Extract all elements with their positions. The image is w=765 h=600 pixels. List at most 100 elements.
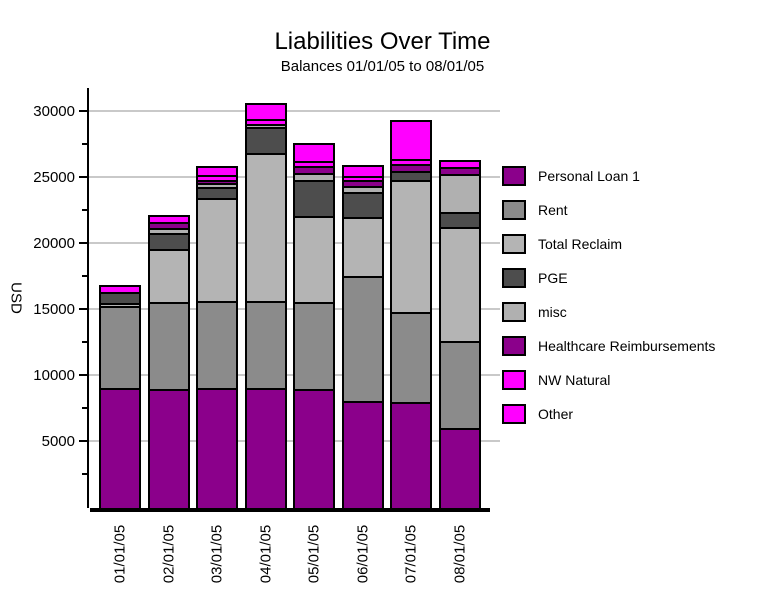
legend-item-rent: Rent: [502, 200, 715, 220]
y-tick-label: 30000: [33, 103, 75, 120]
legend-item-pge: PGE: [502, 268, 715, 288]
legend-swatch: [502, 234, 526, 254]
y-major-tick: [79, 110, 88, 112]
legend-item-healthcare-reimbursements: Healthcare Reimbursements: [502, 336, 715, 356]
y-axis-line: [87, 88, 89, 508]
y-minor-tick: [82, 407, 88, 409]
x-tick-label: 06/01/05: [354, 524, 372, 584]
segment-other: [392, 122, 431, 161]
legend-item-misc: misc: [502, 302, 715, 322]
segment-nw-natural: [198, 177, 237, 182]
legend-swatch: [502, 166, 526, 186]
bar-06/01/05: [341, 165, 384, 511]
y-major-tick: [79, 440, 88, 442]
legend-label: Other: [538, 406, 574, 422]
segment-other: [246, 105, 285, 121]
y-tick-label: 20000: [33, 235, 75, 252]
x-tick-label: 07/01/05: [402, 524, 420, 584]
bar-03/01/05: [196, 166, 239, 511]
segment-rent: [392, 314, 431, 404]
segment-misc: [246, 126, 285, 129]
legend-swatch: [502, 404, 526, 424]
y-tick-label: 5000: [41, 433, 75, 450]
gridline-30000: [89, 110, 500, 112]
segment-misc: [295, 175, 334, 182]
legend-label: misc: [538, 304, 567, 320]
legend-item-nw-natural: NW Natural: [502, 370, 715, 390]
segment-rent: [101, 308, 139, 390]
segment-rent: [198, 303, 237, 390]
legend-item-other: Other: [502, 404, 715, 424]
segment-total-reclaim: [149, 251, 188, 304]
segment-total-reclaim: [246, 155, 285, 303]
segment-healthcare-reimbursements: [198, 182, 237, 185]
chart-subtitle: Balances 01/01/05 to 08/01/05: [280, 58, 485, 75]
segment-other: [343, 167, 382, 178]
bar-02/01/05: [147, 215, 190, 511]
x-tick-label: 03/01/05: [208, 524, 226, 584]
legend: Personal Loan 1 Rent Total Reclaim PGE misc H…: [502, 166, 715, 424]
legend-label: NW Natural: [538, 372, 611, 388]
segment-healthcare-reimbursements: [343, 182, 382, 188]
y-minor-tick: [82, 341, 88, 343]
segment-total-reclaim: [343, 219, 382, 278]
y-minor-tick: [82, 473, 88, 475]
segment-nw-natural: [101, 287, 139, 294]
x-tick-label: 04/01/05: [257, 524, 275, 584]
segment-pge: [198, 189, 237, 200]
y-major-tick: [79, 242, 88, 244]
y-major-tick: [79, 308, 88, 310]
segment-total-reclaim: [101, 305, 139, 308]
segment-other: [198, 168, 237, 177]
segment-nw-natural: [392, 161, 431, 166]
bar-07/01/05: [390, 120, 433, 511]
segment-pge: [295, 182, 334, 218]
legend-label: Healthcare Reimbursements: [538, 338, 716, 354]
segment-rent: [343, 278, 382, 403]
segment-total-reclaim: [198, 200, 237, 303]
x-tick-label: 05/01/05: [305, 524, 323, 584]
segment-nw-natural: [149, 217, 188, 224]
legend-swatch: [502, 200, 526, 220]
x-axis-line: [90, 508, 490, 512]
y-minor-tick: [82, 275, 88, 277]
segment-personal-loan-1: [343, 403, 382, 509]
segment-other: [295, 145, 334, 163]
legend-swatch: [502, 268, 526, 288]
y-tick-label: 25000: [33, 169, 75, 186]
segment-total-reclaim: [392, 182, 431, 314]
y-minor-tick: [82, 209, 88, 211]
bar-05/01/05: [293, 143, 336, 511]
legend-swatch: [502, 302, 526, 322]
bar-08/01/05: [438, 160, 481, 511]
legend-item-total-reclaim: Total Reclaim: [502, 234, 715, 254]
segment-pge: [101, 294, 139, 305]
segment-rent: [440, 343, 479, 430]
x-tick-label: 02/01/05: [160, 524, 178, 584]
segment-personal-loan-1: [149, 391, 188, 509]
segment-personal-loan-1: [246, 390, 285, 509]
legend-label: Personal Loan 1: [538, 168, 640, 184]
segment-healthcare-reimbursements: [295, 168, 334, 175]
segment-total-reclaim: [295, 218, 334, 304]
legend-item-personal-loan-1: Personal Loan 1: [502, 166, 715, 186]
legend-label: Rent: [538, 202, 568, 218]
segment-misc: [198, 185, 237, 189]
legend-label: PGE: [538, 270, 568, 286]
segment-pge: [246, 129, 285, 155]
segment-healthcare-reimbursements: [149, 224, 188, 230]
x-tick-label: 08/01/05: [451, 524, 469, 584]
chart-title: Liabilities Over Time: [274, 28, 491, 55]
y-tick-label: 10000: [33, 367, 75, 384]
legend-swatch: [502, 336, 526, 356]
segment-nw-natural: [343, 178, 382, 182]
segment-personal-loan-1: [440, 430, 479, 509]
segment-total-reclaim: [440, 229, 479, 343]
x-tick-label: 01/01/05: [111, 524, 129, 584]
segment-misc: [149, 230, 188, 235]
segment-healthcare-reimbursements: [440, 169, 479, 176]
legend-swatch: [502, 370, 526, 390]
segment-misc: [440, 176, 479, 214]
bar-01/01/05: [99, 285, 141, 511]
